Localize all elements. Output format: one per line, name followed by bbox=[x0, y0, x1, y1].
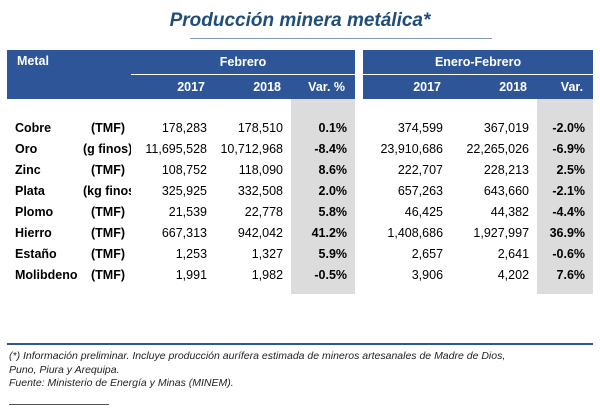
cell-feb-var: 8.6% bbox=[291, 159, 356, 180]
table-bottom-rule bbox=[7, 343, 593, 345]
spacer-row bbox=[7, 99, 594, 117]
header-group-enero-febrero: Enero-Febrero bbox=[363, 50, 594, 75]
metal-unit: (TMF) bbox=[91, 204, 126, 219]
cell-ef-2018: 228,213 bbox=[483, 162, 530, 177]
cell-ef-2017: 2,657 bbox=[411, 246, 444, 261]
title-underline bbox=[190, 38, 492, 39]
header-group-febrero: Febrero bbox=[131, 50, 356, 75]
header-feb-2018: 2018 bbox=[215, 74, 292, 99]
cell-feb-2018: 178,510 bbox=[237, 120, 284, 135]
header-row-groups: Metal Febrero Enero-Febrero bbox=[7, 50, 594, 99]
metal-unit: (TMF) bbox=[91, 267, 126, 282]
cell-feb-2017: 108,752 bbox=[161, 162, 208, 177]
cell-feb-2018: 1,982 bbox=[251, 267, 284, 282]
source-note: Fuente: Ministerio de Energía y Minas (M… bbox=[9, 377, 234, 389]
table-row: Cobre (TMF) 178,283 178,510 0.1% 374,599 367,0… bbox=[7, 117, 594, 138]
cell-feb-2018: 22,778 bbox=[244, 204, 284, 219]
production-table: Metal Febrero Enero-Febrero 2017 2018 Va… bbox=[7, 50, 594, 294]
table-row: Molibdeno (TMF) 1,991 1,982 -0.5% 3,906 4,202 7… bbox=[7, 264, 594, 285]
cell-ef-2018: 4,202 bbox=[497, 267, 530, 282]
header-feb-var: Var. % bbox=[291, 74, 356, 99]
cell-ef-2018: 367,019 bbox=[483, 120, 530, 135]
cell-ef-2018: 22,265,026 bbox=[466, 141, 530, 156]
metal-name: Hierro bbox=[15, 225, 52, 240]
cell-ef-2018: 2,641 bbox=[497, 246, 530, 261]
cell-feb-2017: 11,695,528 bbox=[145, 141, 208, 156]
metal-name: Plata bbox=[15, 183, 45, 198]
cell-feb-2017: 325,925 bbox=[161, 183, 208, 198]
cell-ef-2018: 1,927,997 bbox=[473, 225, 530, 240]
cell-feb-var: -8.4% bbox=[291, 138, 356, 159]
header-feb-2017: 2017 bbox=[131, 74, 216, 99]
cell-ef-var: 7.6% bbox=[537, 264, 594, 285]
header-ef-2018: 2018 bbox=[451, 74, 538, 99]
cell-ef-var: -6.9% bbox=[537, 138, 594, 159]
cell-ef-var: -2.1% bbox=[537, 180, 594, 201]
table-row: Zinc (TMF) 108,752 118,090 8.6% 222,707 228,21… bbox=[7, 159, 594, 180]
cell-feb-2017: 178,283 bbox=[161, 120, 208, 135]
cell-ef-2017: 46,425 bbox=[404, 204, 444, 219]
table-row: Plomo (TMF) 21,539 22,778 5.8% 46,425 44,382 -4… bbox=[7, 201, 594, 222]
metal-unit: (TMF) bbox=[91, 162, 126, 177]
metal-name: Oro bbox=[15, 141, 38, 156]
metal-unit: (kg finos) bbox=[83, 183, 131, 198]
metal-unit: (TMF) bbox=[91, 225, 126, 240]
cell-ef-var: -0.6% bbox=[537, 243, 594, 264]
cell-feb-2018: 332,508 bbox=[237, 183, 284, 198]
metal-name: Cobre bbox=[15, 120, 52, 135]
footnotes: (*) Información preliminar. Incluye prod… bbox=[9, 350, 594, 391]
metal-unit: (TMF) bbox=[91, 246, 126, 261]
table-title: Producción minera metálica* bbox=[169, 10, 431, 31]
cell-feb-var: -0.5% bbox=[291, 264, 356, 285]
cell-ef-2017: 374,599 bbox=[397, 120, 444, 135]
cell-feb-var: 2.0% bbox=[291, 180, 356, 201]
metal-unit: (g finos) bbox=[83, 141, 132, 156]
table-row: Hierro (TMF) 667,313 942,042 41.2% 1,408,686 1… bbox=[7, 222, 594, 243]
header-metal: Metal bbox=[7, 50, 132, 99]
cell-feb-var: 5.9% bbox=[291, 243, 356, 264]
footnote-line-1: (*) Información preliminar. Incluye prod… bbox=[9, 350, 506, 362]
cell-feb-2018: 942,042 bbox=[237, 225, 284, 240]
cell-ef-var: 36.9% bbox=[537, 222, 594, 243]
cell-feb-2018: 10,712,968 bbox=[220, 141, 284, 156]
header-ef-var: Var. bbox=[537, 74, 594, 99]
table-row: Plata (kg finos) 325,925 332,508 2.0% 657,263… bbox=[7, 180, 594, 201]
metal-name: Zinc bbox=[15, 162, 41, 177]
cell-feb-2018: 1,327 bbox=[251, 246, 284, 261]
cell-feb-2018: 118,090 bbox=[238, 162, 284, 177]
table-row: Oro (g finos) 11,695,528 10,712,968 -8.4% 23,… bbox=[7, 138, 594, 159]
cell-feb-var: 5.8% bbox=[291, 201, 356, 222]
cell-ef-2017: 222,707 bbox=[397, 162, 444, 177]
spacer-row bbox=[7, 285, 594, 294]
footer-rule bbox=[9, 404, 109, 405]
cell-ef-2018: 44,382 bbox=[490, 204, 530, 219]
cell-feb-2017: 21,539 bbox=[168, 204, 208, 219]
cell-feb-var: 41.2% bbox=[291, 222, 356, 243]
cell-ef-2017: 3,906 bbox=[411, 267, 444, 282]
cell-ef-var: -4.4% bbox=[537, 201, 594, 222]
cell-ef-2017: 657,263 bbox=[397, 183, 444, 198]
cell-ef-var: -2.0% bbox=[537, 117, 594, 138]
footnote-line-2: Puno, Piura y Arequipa. bbox=[9, 363, 120, 376]
cell-feb-2017: 667,313 bbox=[161, 225, 208, 240]
header-row-columns: 2017 2018 Var. % 2017 2018 Var. bbox=[7, 74, 594, 99]
cell-ef-2017: 23,910,686 bbox=[380, 141, 444, 156]
header-ef-2017: 2017 bbox=[363, 74, 452, 99]
metal-name: Molibdeno bbox=[15, 267, 78, 282]
cell-feb-var: 0.1% bbox=[291, 117, 356, 138]
metal-unit: (TMF) bbox=[91, 120, 126, 135]
cell-feb-2017: 1,991 bbox=[175, 267, 208, 282]
table-row: Estaño (TMF) 1,253 1,327 5.9% 2,657 2,641 -0.6% bbox=[7, 243, 594, 264]
cell-feb-2017: 1,253 bbox=[175, 246, 208, 261]
metal-name: Estaño bbox=[15, 246, 57, 261]
metal-name: Plomo bbox=[15, 204, 54, 219]
cell-ef-2017: 1,408,686 bbox=[387, 225, 444, 240]
cell-ef-2018: 643,660 bbox=[483, 183, 530, 198]
cell-ef-var: 2.5% bbox=[537, 159, 594, 180]
